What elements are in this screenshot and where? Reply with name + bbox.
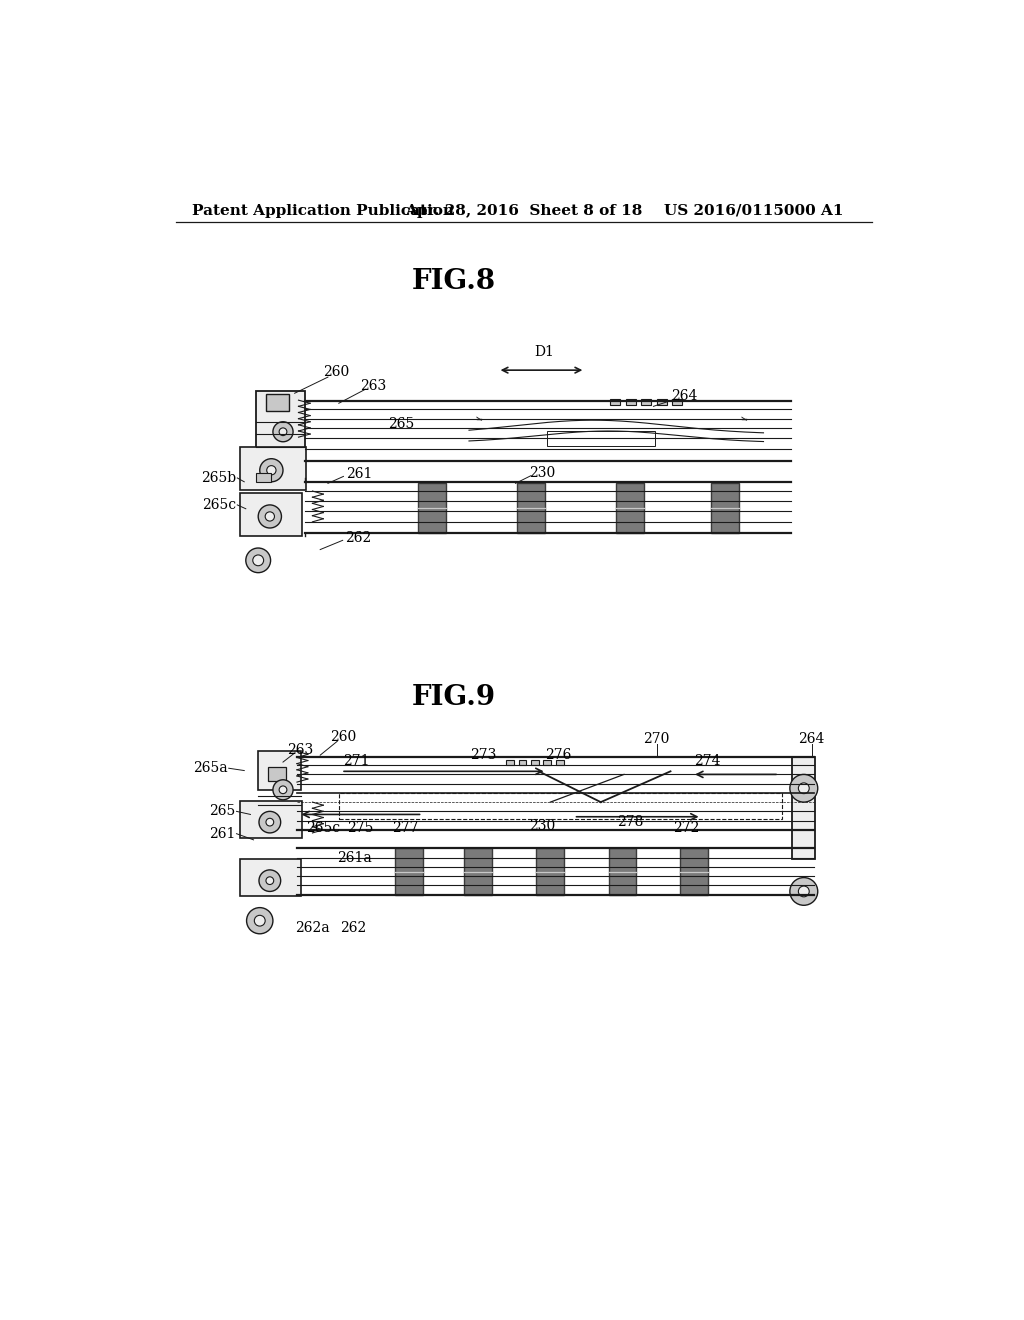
- Text: Apr. 28, 2016  Sheet 8 of 18: Apr. 28, 2016 Sheet 8 of 18: [406, 203, 643, 218]
- Circle shape: [254, 915, 265, 927]
- Text: 270: 270: [643, 733, 670, 746]
- Text: Patent Application Publication: Patent Application Publication: [191, 203, 454, 218]
- Text: 277: 277: [392, 821, 419, 834]
- Text: 230: 230: [529, 818, 556, 833]
- Bar: [556, 760, 563, 766]
- Bar: [394, 849, 423, 895]
- Text: 262a: 262a: [295, 921, 330, 936]
- Text: 265: 265: [388, 417, 414, 432]
- Circle shape: [273, 422, 293, 442]
- Bar: [418, 483, 445, 533]
- Text: 274: 274: [694, 754, 721, 767]
- Bar: [680, 849, 708, 895]
- Text: 265c: 265c: [203, 498, 237, 512]
- Bar: [464, 849, 493, 895]
- Circle shape: [246, 548, 270, 573]
- Bar: [241, 859, 301, 896]
- Text: 272: 272: [673, 821, 699, 836]
- Text: 275: 275: [347, 821, 374, 836]
- Text: 265c: 265c: [306, 821, 340, 836]
- Text: D1: D1: [535, 346, 554, 359]
- Bar: [258, 751, 301, 789]
- Bar: [256, 473, 271, 482]
- Text: 260: 260: [331, 730, 356, 744]
- Text: 263: 263: [359, 379, 386, 392]
- Circle shape: [265, 512, 274, 521]
- Bar: [537, 849, 564, 895]
- Text: 261: 261: [346, 467, 373, 480]
- Circle shape: [790, 775, 818, 803]
- Bar: [241, 800, 302, 838]
- Bar: [711, 483, 738, 533]
- Bar: [267, 767, 286, 780]
- Bar: [656, 400, 667, 405]
- Bar: [241, 494, 302, 536]
- Bar: [610, 400, 621, 405]
- Circle shape: [258, 506, 282, 528]
- Circle shape: [799, 783, 809, 793]
- Circle shape: [280, 428, 287, 436]
- Bar: [531, 760, 539, 766]
- Text: 276: 276: [545, 748, 571, 762]
- Circle shape: [266, 466, 276, 475]
- Text: 264: 264: [672, 388, 697, 403]
- Bar: [547, 432, 655, 446]
- Circle shape: [280, 785, 287, 793]
- Circle shape: [799, 886, 809, 896]
- Bar: [608, 849, 636, 895]
- Bar: [544, 760, 551, 766]
- Bar: [256, 391, 305, 478]
- Text: 230: 230: [529, 466, 556, 479]
- Text: US 2016/0115000 A1: US 2016/0115000 A1: [665, 203, 844, 218]
- Circle shape: [790, 878, 818, 906]
- Text: 261a: 261a: [337, 850, 372, 865]
- Text: 273: 273: [470, 748, 497, 762]
- Circle shape: [266, 818, 273, 826]
- Bar: [616, 483, 644, 533]
- Circle shape: [260, 458, 283, 482]
- Text: 261: 261: [209, 826, 234, 841]
- Text: 263: 263: [287, 743, 313, 756]
- Text: 260: 260: [323, 366, 349, 379]
- Bar: [506, 760, 514, 766]
- Text: 278: 278: [617, 816, 643, 829]
- Text: 265a: 265a: [193, 762, 227, 775]
- Text: 265b: 265b: [202, 471, 237, 484]
- Circle shape: [259, 870, 281, 891]
- Text: 262: 262: [340, 921, 366, 936]
- Circle shape: [253, 554, 263, 566]
- Circle shape: [273, 780, 293, 800]
- Text: 265: 265: [209, 804, 234, 818]
- Bar: [241, 447, 306, 490]
- Bar: [641, 400, 651, 405]
- Bar: [517, 483, 545, 533]
- Text: 264: 264: [799, 733, 824, 746]
- Circle shape: [259, 812, 281, 833]
- Circle shape: [266, 876, 273, 884]
- Bar: [626, 400, 636, 405]
- Text: 262: 262: [345, 531, 372, 545]
- Bar: [672, 400, 682, 405]
- Text: FIG.8: FIG.8: [412, 268, 496, 296]
- Bar: [339, 793, 782, 818]
- Bar: [266, 393, 289, 411]
- Circle shape: [247, 908, 273, 933]
- Text: 271: 271: [343, 754, 370, 767]
- Text: FIG.9: FIG.9: [412, 684, 496, 711]
- Bar: [793, 758, 815, 859]
- Bar: [518, 760, 526, 766]
